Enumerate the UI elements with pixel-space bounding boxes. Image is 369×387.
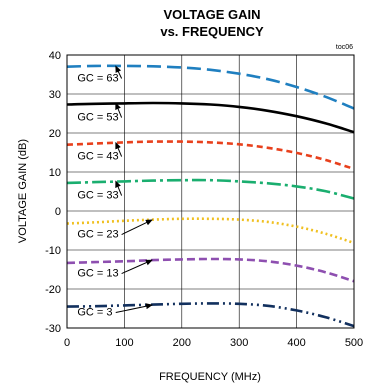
figure-id-label: toc06 — [336, 44, 353, 51]
x-tick-label: 500 — [345, 337, 363, 349]
y-tick-label: -30 — [45, 323, 61, 335]
y-tick-label: 30 — [49, 89, 61, 101]
series-line-3 — [66, 302, 355, 328]
y-tick-label: 0 — [55, 206, 61, 218]
annotation-label: GC = 43 — [77, 151, 118, 163]
annotation-arrow — [115, 65, 123, 79]
x-tick-label: 100 — [115, 337, 133, 349]
annotation-label: GC = 13 — [77, 268, 118, 280]
annotation-arrow — [115, 303, 153, 314]
y-tick-label: -20 — [45, 284, 61, 296]
plot-frame — [66, 54, 355, 329]
chart-title: VOLTAGE GAIN — [163, 7, 260, 22]
series-line-13 — [66, 257, 355, 283]
x-tick-label: 0 — [64, 337, 70, 349]
x-axis-label: FREQUENCY (MHz) — [159, 371, 261, 383]
annotation-arrow — [115, 102, 123, 118]
annotation-group: GC = 63 GC = 53 GC = 43 GC = 33 GC = 23 GC = … — [77, 65, 153, 319]
series-line-33 — [66, 178, 355, 200]
y-tick-label: -10 — [45, 245, 61, 257]
annotation-label: GC = 33 — [77, 190, 118, 202]
annotation-label: GC = 23 — [77, 229, 118, 241]
annotation-arrow — [115, 180, 123, 196]
annotation-label: GC = 3 — [77, 307, 112, 319]
grid — [67, 55, 354, 328]
x-tick-label: 400 — [287, 337, 305, 349]
y-tick-label: 20 — [49, 128, 61, 140]
annotation-arrow — [115, 141, 123, 157]
annotation-label: GC = 53 — [77, 112, 118, 124]
x-tick-label: 200 — [173, 337, 191, 349]
y-axis-label: VOLTAGE GAIN (dB) — [17, 139, 29, 243]
y-tick-label: 10 — [49, 167, 61, 179]
series-line-43 — [66, 140, 355, 171]
chart-subtitle: vs. FREQUENCY — [160, 24, 264, 39]
annotation-arrow — [121, 219, 153, 235]
annotation-label: GC = 63 — [77, 73, 118, 85]
y-tick-label: 40 — [49, 50, 61, 62]
annotation-arrow — [121, 259, 153, 274]
x-tick-label: 300 — [230, 337, 248, 349]
